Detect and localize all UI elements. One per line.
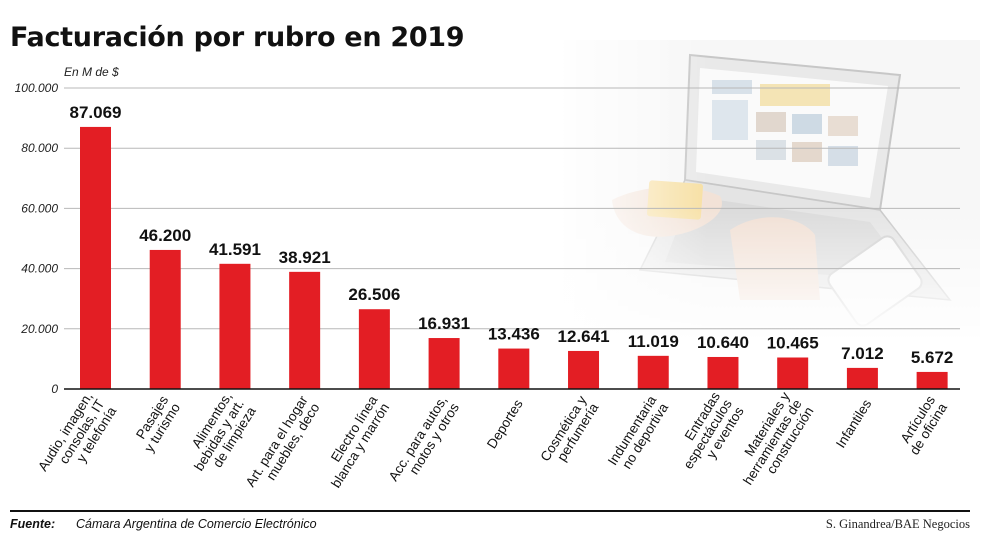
bar bbox=[637, 355, 669, 389]
y-axis-ticks: 0 20.000 40.000 60.000 80.000 100.000 bbox=[15, 81, 59, 396]
y-axis-unit-label: En M de $ bbox=[64, 65, 119, 79]
chart-title: Facturación por rubro en 2019 bbox=[10, 22, 465, 53]
credit-text: S. Ginandrea/BAE Negocios bbox=[825, 517, 970, 531]
bar bbox=[80, 126, 111, 390]
value-label: 7.012 bbox=[841, 344, 884, 363]
value-label: 13.436 bbox=[488, 325, 540, 344]
category-label-line: Infantiles bbox=[833, 397, 874, 451]
category-label: Infantiles bbox=[833, 397, 874, 451]
category-label: Alimentos,bebidas y art.de limpieza bbox=[189, 389, 259, 473]
bar bbox=[219, 263, 251, 389]
bar bbox=[916, 371, 948, 389]
value-label: 41.591 bbox=[209, 240, 261, 259]
bar bbox=[289, 271, 321, 389]
y-tick-label: 40.000 bbox=[21, 262, 58, 276]
bar bbox=[568, 350, 600, 389]
bar bbox=[777, 357, 809, 389]
value-label: 11.019 bbox=[628, 332, 679, 351]
value-label: 5.672 bbox=[911, 348, 954, 367]
bar bbox=[149, 249, 181, 389]
value-label: 10.465 bbox=[767, 334, 819, 353]
y-gridlines bbox=[64, 87, 960, 330]
y-tick-label: 100.000 bbox=[15, 81, 59, 95]
bar bbox=[358, 309, 390, 389]
bar-chart: 0 20.000 40.000 60.000 80.000 100.000 87.069 4… bbox=[15, 40, 980, 491]
category-label: Audio, imagen,consolas, ITy telefonía bbox=[35, 389, 119, 473]
bar bbox=[498, 348, 530, 389]
value-labels: 87.069 46.200 41.591 38.921 26.506 16.931 13.4… bbox=[70, 103, 954, 367]
bars bbox=[80, 126, 948, 390]
bar bbox=[707, 356, 739, 389]
value-label: 46.200 bbox=[139, 226, 191, 245]
value-label: 26.506 bbox=[348, 285, 400, 304]
laptop-photo-illustration bbox=[560, 40, 980, 340]
category-label: Acc. para autos,motos y otros bbox=[386, 393, 462, 484]
y-tick-label: 80.000 bbox=[21, 141, 58, 155]
category-label-line: Deportes bbox=[484, 397, 526, 452]
y-tick-label: 60.000 bbox=[21, 201, 58, 215]
bar bbox=[428, 338, 460, 389]
y-tick-label: 0 bbox=[51, 382, 58, 396]
y-tick-label: 20.000 bbox=[20, 322, 58, 336]
source-label: Fuente: bbox=[10, 517, 56, 531]
category-labels: Audio, imagen,consolas, ITy telefonía Pas… bbox=[35, 389, 951, 491]
category-label: Deportes bbox=[484, 397, 526, 452]
footer-rule bbox=[10, 510, 970, 512]
value-label: 16.931 bbox=[418, 314, 470, 333]
bar bbox=[846, 367, 878, 389]
value-label: 10.640 bbox=[697, 333, 749, 352]
value-label: 38.921 bbox=[279, 248, 331, 267]
value-label: 87.069 bbox=[70, 103, 122, 122]
source-text: Cámara Argentina de Comercio Electrónico bbox=[76, 517, 317, 531]
value-label: 12.641 bbox=[558, 327, 610, 346]
